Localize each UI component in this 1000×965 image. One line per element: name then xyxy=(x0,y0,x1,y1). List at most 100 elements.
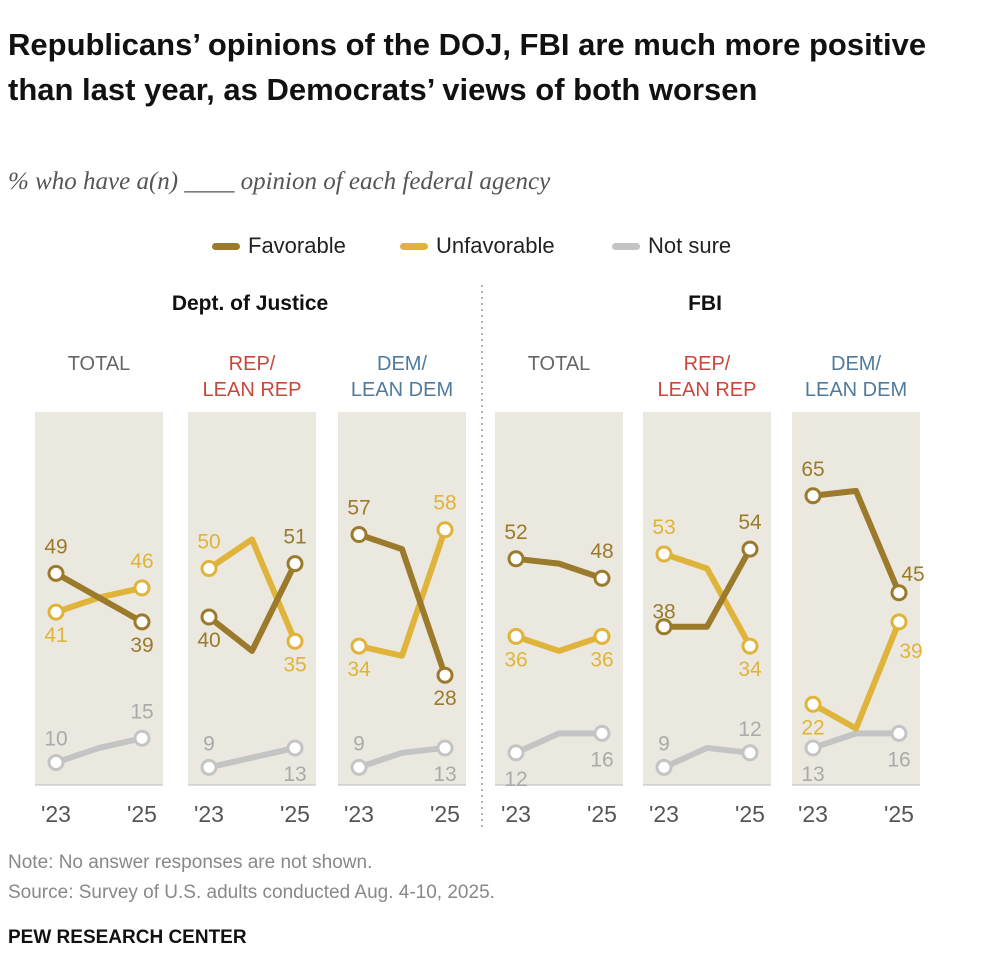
data-point xyxy=(286,739,304,757)
agency-title: Dept. of Justice xyxy=(172,292,328,315)
x-tick-label: '23 xyxy=(649,801,679,827)
series-line-favorable xyxy=(53,570,145,625)
x-tick-label: '25 xyxy=(587,801,617,827)
data-label: 54 xyxy=(738,511,762,534)
legend-label-unfavorable: Unfavorable xyxy=(436,233,555,258)
series-line-unfavorable xyxy=(206,536,298,645)
data-label: 48 xyxy=(590,540,613,563)
group-header: TOTAL xyxy=(68,353,131,375)
data-point xyxy=(47,564,65,582)
data-label: 65 xyxy=(801,458,824,481)
data-label: 15 xyxy=(130,700,153,723)
data-point xyxy=(507,627,525,645)
data-label: 38 xyxy=(652,601,675,624)
series-line-favorable xyxy=(661,546,753,630)
data-label: 13 xyxy=(801,763,824,786)
data-label: 45 xyxy=(901,563,924,586)
series-line-not-sure xyxy=(53,735,145,766)
data-point xyxy=(655,618,673,636)
data-label: 52 xyxy=(504,521,527,544)
data-point xyxy=(890,613,908,631)
series-line-unfavorable xyxy=(356,526,448,659)
group-header: LEAN REP xyxy=(203,379,302,401)
legend-item-favorable: Favorable xyxy=(212,228,346,264)
data-point xyxy=(200,608,218,626)
group-header: REP/ xyxy=(229,353,276,375)
data-label: 36 xyxy=(504,648,527,671)
legend-swatch-favorable xyxy=(212,242,240,250)
data-label: 35 xyxy=(283,653,306,676)
organization-name: PEW RESEARCH CENTER xyxy=(8,927,247,948)
series-line-not-sure xyxy=(206,744,298,771)
x-tick-label: '25 xyxy=(884,801,914,827)
data-point xyxy=(741,637,759,655)
data-label: 36 xyxy=(590,648,613,671)
data-point xyxy=(890,724,908,742)
data-point xyxy=(47,754,65,771)
data-point xyxy=(133,729,151,747)
data-point xyxy=(200,758,218,776)
data-point xyxy=(350,637,368,655)
data-label: 16 xyxy=(887,748,910,771)
x-tick-label: '25 xyxy=(280,801,310,827)
chart-area: Dept. of Justice TOTAL '23 '25 49 41 10 39 46 15 R… xyxy=(35,285,925,830)
x-tick-label: '23 xyxy=(344,801,374,827)
group-header: LEAN DEM xyxy=(351,379,453,401)
data-point xyxy=(804,739,822,757)
data-label: 39 xyxy=(130,634,153,657)
chart-title: Republicans’ opinions of the DOJ, FBI ar… xyxy=(8,27,927,107)
data-point xyxy=(47,603,65,621)
data-label: 58 xyxy=(433,492,456,515)
data-label: 41 xyxy=(44,624,67,647)
series-line-favorable xyxy=(810,487,902,596)
x-tick-label: '23 xyxy=(798,801,828,827)
chart-source: Source: Survey of U.S. adults conducted … xyxy=(8,882,495,903)
legend-item-not-sure: Not sure xyxy=(612,228,731,264)
data-label: 16 xyxy=(590,748,613,771)
data-label: 57 xyxy=(347,497,370,520)
x-tick-label: '25 xyxy=(127,801,157,827)
data-point xyxy=(593,724,611,742)
data-point xyxy=(350,526,368,544)
panel-background xyxy=(643,412,771,785)
data-label: 13 xyxy=(283,763,306,786)
x-tick-label: '23 xyxy=(501,801,531,827)
chart-subtitle: % who have a(n) ____ opinion of each fed… xyxy=(8,168,551,195)
data-label: 40 xyxy=(197,629,220,652)
legend-label-not-sure: Not sure xyxy=(648,233,732,258)
data-label: 12 xyxy=(504,768,527,791)
legend-swatch-unfavorable xyxy=(400,242,428,250)
data-point xyxy=(741,744,759,762)
data-label: 12 xyxy=(738,718,761,741)
data-point xyxy=(436,521,454,539)
data-point xyxy=(436,666,454,684)
data-label: 28 xyxy=(433,687,456,710)
group-header: DEM/ xyxy=(377,353,427,375)
series-line-favorable xyxy=(513,555,605,582)
data-point xyxy=(890,584,908,602)
data-point xyxy=(804,487,822,505)
series-line-favorable xyxy=(206,560,298,654)
series-line-not-sure xyxy=(661,744,753,771)
series-line-not-sure xyxy=(810,730,902,751)
data-label: 9 xyxy=(203,732,215,755)
x-tick-label: '25 xyxy=(430,801,460,827)
data-point xyxy=(655,545,673,563)
data-label: 46 xyxy=(130,550,153,573)
data-point xyxy=(507,550,525,568)
data-point xyxy=(350,758,368,776)
panel-background xyxy=(495,412,623,785)
group-header: TOTAL xyxy=(528,353,591,375)
data-label: 9 xyxy=(658,732,670,755)
series-line-unfavorable xyxy=(513,633,605,654)
data-label: 10 xyxy=(44,728,67,751)
panel-background xyxy=(188,412,316,785)
data-point xyxy=(286,555,304,573)
data-point xyxy=(507,744,525,762)
x-tick-label: '23 xyxy=(41,801,71,827)
data-label: 9 xyxy=(353,732,365,755)
data-label: 50 xyxy=(197,531,220,554)
data-label: 53 xyxy=(652,516,675,539)
series-line-favorable xyxy=(356,531,448,679)
data-point xyxy=(655,758,673,776)
